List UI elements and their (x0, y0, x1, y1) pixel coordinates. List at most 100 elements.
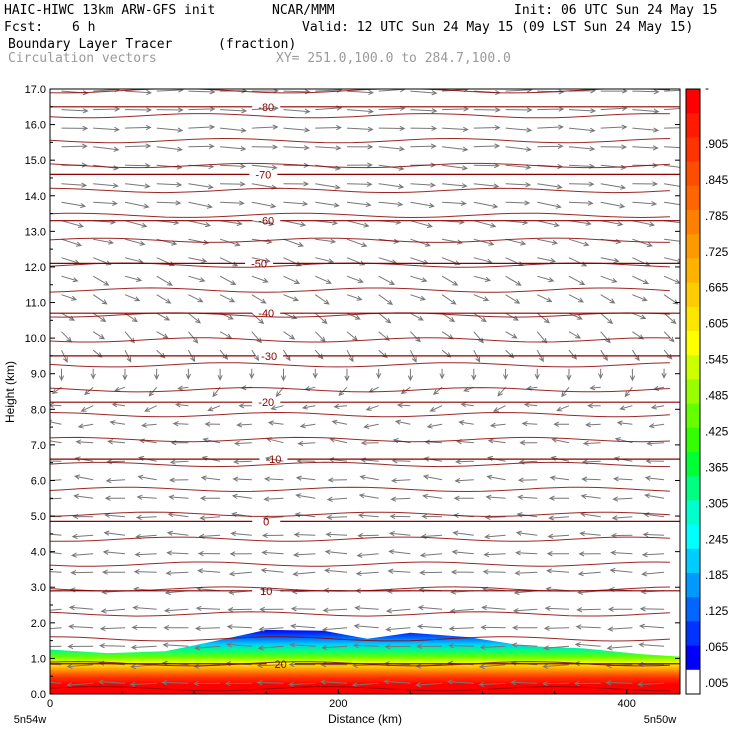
wind-vector (358, 493, 379, 499)
wind-vector (581, 476, 601, 482)
wind-vector (188, 183, 214, 190)
wind-vector (346, 201, 372, 208)
wind-vector (556, 405, 570, 412)
wind-vector (422, 493, 443, 499)
wind-vector (664, 146, 680, 149)
wind-vector (600, 201, 626, 209)
wind-vector (107, 439, 126, 445)
wind-vector (441, 275, 459, 286)
wind-vector (346, 220, 370, 228)
wind-vector (92, 331, 106, 340)
wind-vector (188, 106, 216, 112)
wind-vector (455, 459, 474, 465)
wind-vector (80, 405, 94, 412)
wind-vector (192, 680, 221, 687)
wind-vector (61, 143, 88, 149)
wind-vector (544, 605, 570, 612)
wind-vector (124, 107, 153, 113)
colorbar-swatch (686, 645, 700, 671)
wind-vector (473, 312, 487, 323)
wind-vector (75, 439, 94, 445)
wind-vector (611, 515, 633, 521)
wind-vector (505, 89, 533, 93)
wind-vector (568, 312, 583, 320)
wind-vector (50, 551, 62, 555)
wind-vector (589, 385, 601, 391)
wind-vector (258, 626, 284, 632)
isotherm-label: -30 (261, 351, 277, 363)
wind-vector (50, 571, 62, 573)
colorbar-label: .245 (705, 532, 729, 546)
wind-vector (505, 331, 518, 339)
wind-vector (483, 551, 506, 558)
colorbar-swatch (686, 355, 700, 380)
wind-vector (346, 238, 368, 248)
colorbar-label: .545 (705, 353, 729, 367)
wind-vector (251, 220, 275, 227)
wind-vector (543, 625, 570, 631)
wind-vector (664, 238, 680, 244)
wind-vector (251, 257, 271, 264)
isotherm (50, 337, 670, 343)
wind-vector (486, 474, 506, 481)
wind-vector (346, 331, 359, 342)
wind-vector (156, 200, 182, 206)
isotherm-label: 0 (263, 516, 269, 528)
wind-vector (315, 125, 342, 131)
wind-vector (664, 220, 680, 224)
isotherm-label: 20 (275, 659, 287, 671)
wind-vector (264, 476, 284, 482)
wind-vector (447, 643, 474, 649)
wind-vector (319, 679, 348, 685)
wind-vector (163, 607, 189, 614)
wind-vector (537, 220, 560, 228)
colorbar-swatch (686, 210, 700, 235)
wind-vector (289, 642, 316, 648)
wind-vector (50, 497, 62, 500)
wind-vector (251, 312, 265, 325)
wind-vector (473, 220, 497, 228)
wind-vector (58, 368, 65, 382)
wind-vector (473, 107, 501, 113)
wind-vector (61, 182, 88, 188)
wind-vector (283, 181, 310, 187)
wind-vector (50, 419, 62, 425)
wind-vector (378, 183, 405, 190)
wind-vector (664, 183, 680, 187)
wind-vector (66, 682, 94, 688)
wind-vector (233, 440, 252, 447)
wind-vector (515, 550, 538, 556)
wind-vector (124, 89, 153, 96)
wind-vector (111, 402, 126, 408)
wind-vector (346, 89, 375, 96)
wind-vector (573, 680, 601, 687)
wind-vector (162, 642, 189, 648)
wind-vector (144, 405, 157, 412)
colorbar-swatch (686, 306, 700, 332)
wind-vector (156, 146, 183, 152)
isotherm (50, 561, 670, 567)
wind-vector (442, 200, 467, 206)
wind-vector (132, 605, 157, 611)
x-tick-label: 200 (329, 698, 347, 710)
wind-vector (629, 368, 636, 382)
wind-vector (220, 220, 243, 226)
wind-vector (156, 275, 173, 286)
wind-vector (632, 200, 658, 207)
wind-vector (549, 475, 570, 481)
colorbar-label: .725 (705, 245, 729, 259)
wind-vector (473, 143, 501, 149)
wind-vector (568, 108, 597, 114)
wind-vector (324, 549, 348, 555)
wind-vector (632, 145, 659, 151)
wind-vector (441, 294, 457, 305)
wind-vector (68, 624, 94, 630)
wind-vector (50, 645, 62, 647)
colorbar-label: .665 (705, 281, 729, 295)
y-tick-label: 16.0 (25, 120, 46, 132)
wind-vector (663, 349, 673, 360)
wind-vector (523, 402, 538, 408)
isotherm (50, 486, 670, 493)
wind-vector (541, 680, 570, 687)
wind-vector (156, 182, 183, 188)
